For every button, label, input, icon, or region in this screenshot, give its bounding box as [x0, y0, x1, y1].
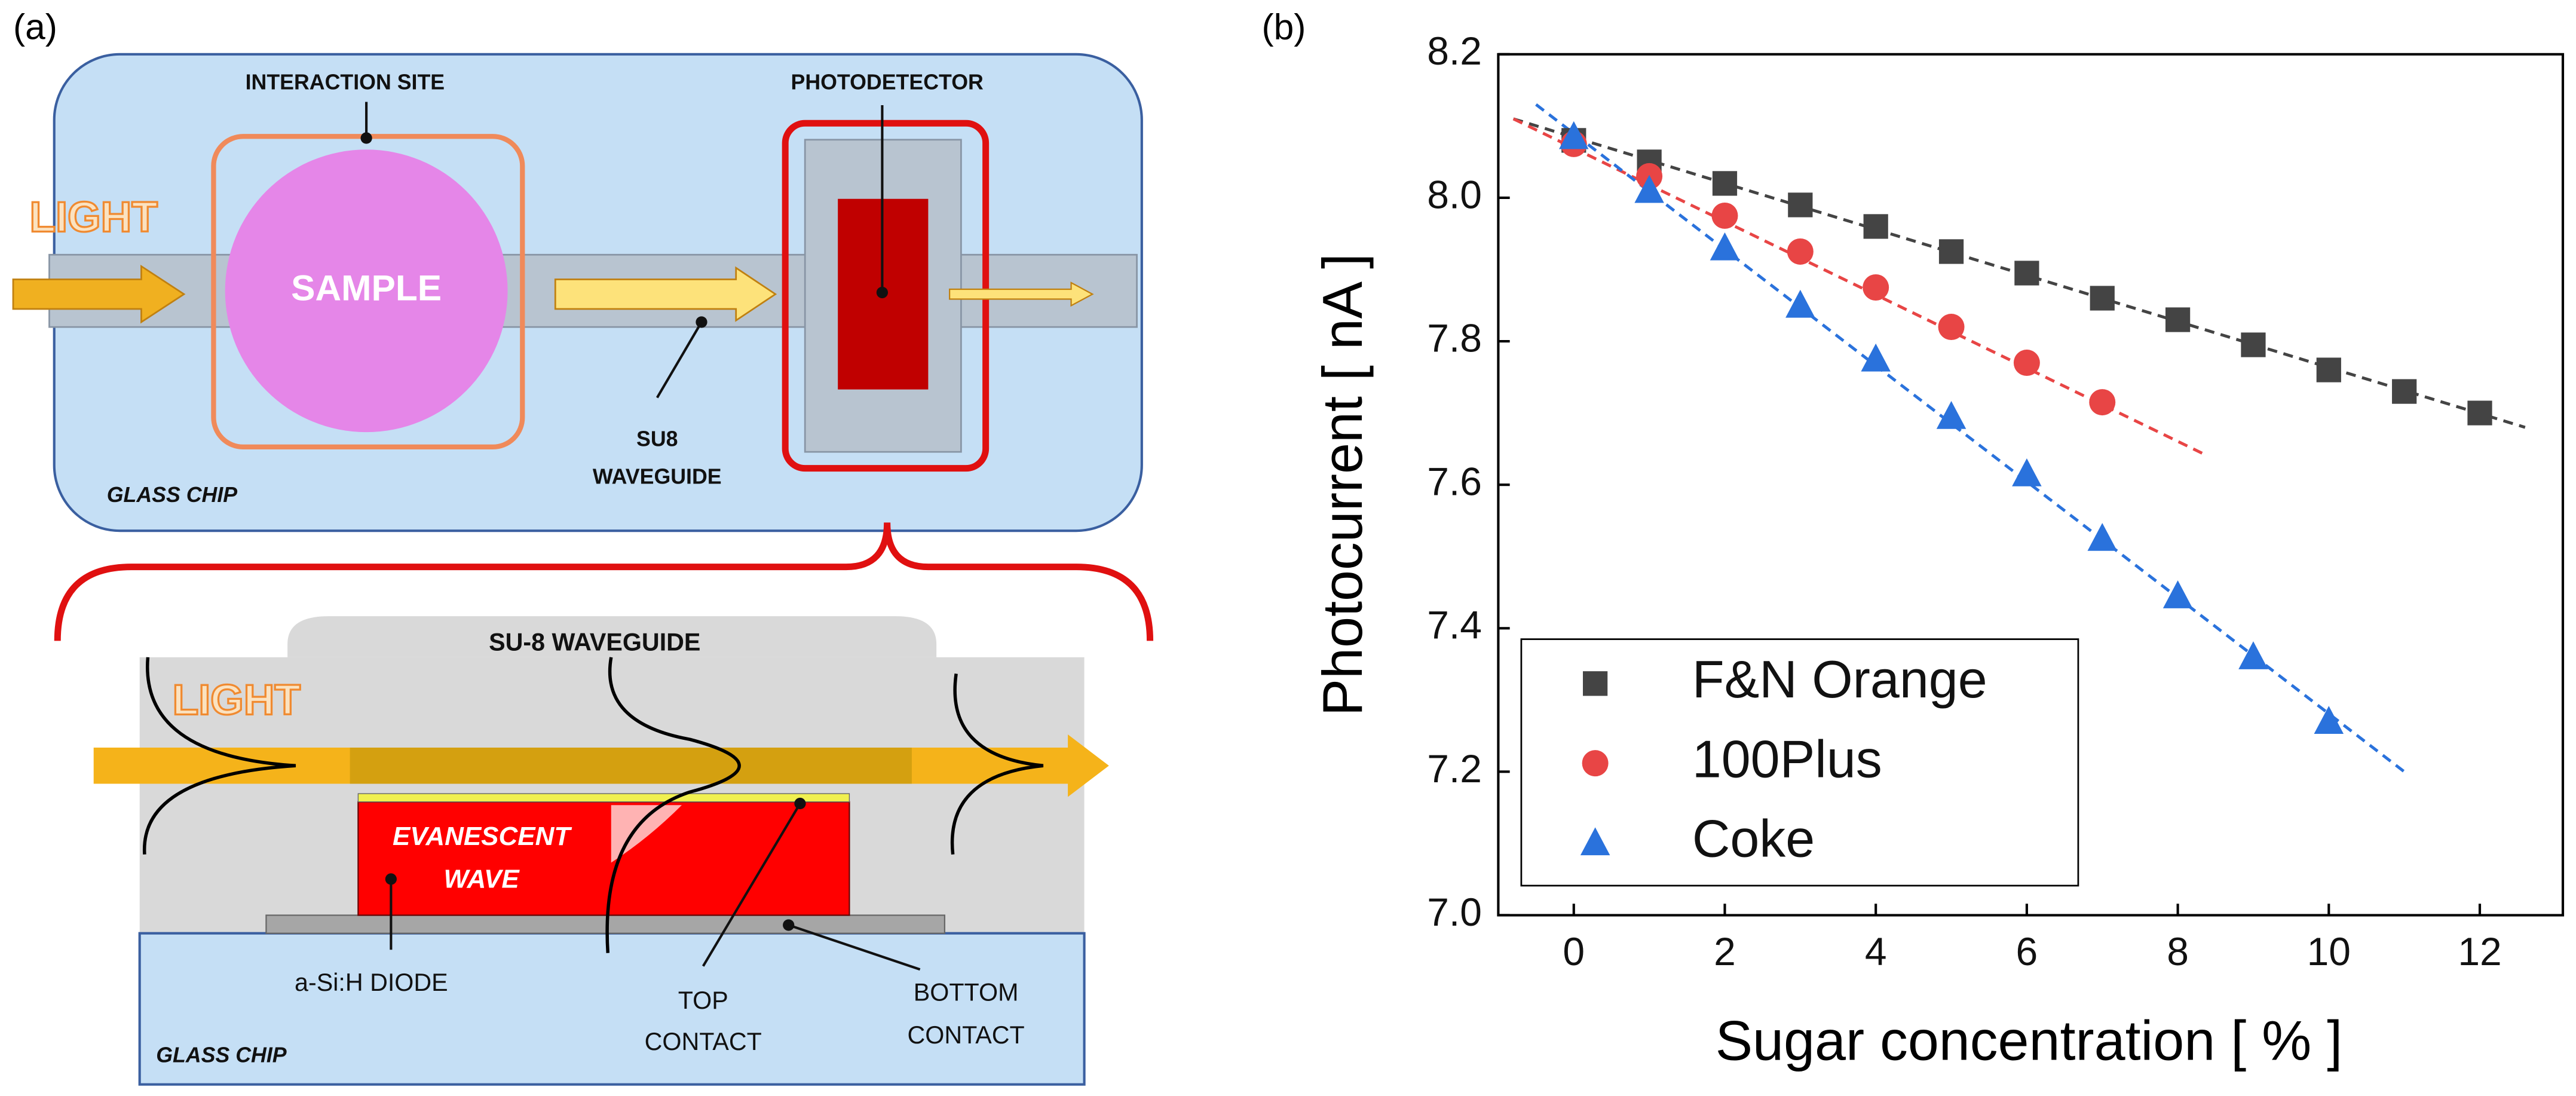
pointer [788, 924, 921, 971]
mode-profile [143, 657, 296, 855]
waveguide-bump [287, 616, 937, 657]
point [2014, 261, 2039, 286]
diode [357, 801, 850, 916]
zoom-brace [54, 522, 1154, 641]
mode-profile [950, 673, 1044, 855]
panel-label: (b) [1262, 7, 1306, 47]
y-tick-label: 7.6 [1427, 460, 1482, 504]
label: GLASS CHIP [107, 483, 238, 507]
y-tick-label: 7.2 [1427, 746, 1482, 791]
point [1711, 202, 1738, 229]
point [2163, 580, 2193, 608]
x-axis-title: Sugar concentration [ % ] [1716, 1009, 2343, 1071]
x-tick-label: 2 [1714, 929, 1736, 973]
panel-b: (b) Sugar concentration [ % ] Photocurre… [1262, 7, 2565, 1071]
label: CONTACT [908, 1021, 1025, 1049]
point [2089, 389, 2116, 416]
y-tick-label: 7.4 [1427, 603, 1482, 647]
legend-label: F&N Orange [1692, 650, 1987, 709]
label: SU-8 WAVEGUIDE [489, 629, 700, 656]
point [2392, 379, 2417, 404]
x-tick-label: 8 [2167, 929, 2189, 973]
light-arrow [949, 281, 1094, 307]
label: WAVE [443, 864, 520, 893]
light-arrow [554, 266, 777, 322]
glass-chip [138, 932, 1086, 1086]
panel-a: (a) LIGHT SAMPLE INTERACTION SITE PHOTOD… [12, 7, 1154, 1086]
label: SU8 [636, 427, 678, 451]
point [2087, 523, 2117, 551]
y-axis-title: Photocurrent [ nA ] [1311, 253, 1374, 716]
point [1712, 171, 1738, 196]
point [2241, 332, 2266, 357]
panel-label: (a) [13, 7, 57, 47]
x-tick-label: 0 [1563, 929, 1585, 973]
legend-marker [1583, 671, 1608, 696]
point [2316, 357, 2341, 382]
point [1938, 239, 1964, 264]
point [1788, 192, 1813, 218]
legend-label: 100Plus [1692, 729, 1882, 788]
label: PHOTODETECTOR [791, 71, 984, 94]
y-tick-label: 7.0 [1427, 890, 1482, 934]
point [1787, 238, 1814, 265]
light-arrow [12, 264, 186, 324]
point [1936, 400, 1967, 429]
point [2238, 641, 2268, 669]
pointer [656, 321, 703, 399]
sample [225, 149, 508, 433]
waveguide-core [350, 748, 912, 784]
label: WAVEGUIDE [593, 465, 722, 489]
label: BOTTOM [914, 978, 1019, 1006]
label: GLASS CHIP [156, 1043, 287, 1067]
label: INTERACTION SITE [246, 71, 445, 94]
point [2467, 400, 2492, 425]
label: TOP [678, 987, 728, 1014]
x-tick-label: 12 [2458, 929, 2501, 973]
point [1785, 289, 1815, 318]
x-tick-label: 6 [2016, 929, 2038, 973]
point [2012, 458, 2042, 486]
legend-label: Coke [1692, 809, 1815, 868]
pointer [702, 803, 801, 967]
y-tick-label: 7.8 [1427, 316, 1482, 360]
top-contact [357, 793, 850, 803]
point [1710, 232, 1740, 261]
mode-profile [605, 657, 741, 953]
legend-box [1520, 638, 2079, 887]
label: a-Si:H DIODE [295, 969, 448, 996]
x-tick-label: 4 [1865, 929, 1887, 973]
point [2013, 350, 2040, 376]
sample-label: SAMPLE [291, 268, 442, 308]
point [1634, 174, 1664, 203]
evanescent-hatch [611, 805, 682, 863]
pointer-dot [696, 316, 707, 328]
legend-marker [1582, 750, 1609, 777]
light-label: LIGHT [173, 676, 301, 724]
light-label: LIGHT [29, 193, 157, 241]
label: EVANESCENT [393, 822, 572, 851]
point [1863, 274, 1889, 301]
legend-marker [1580, 827, 1610, 856]
point [1861, 343, 1891, 372]
point [2165, 307, 2191, 332]
label: CONTACT [645, 1028, 762, 1055]
y-tick-label: 8.2 [1427, 29, 1482, 73]
point [2314, 706, 2344, 734]
point [1938, 314, 1965, 341]
point [2090, 286, 2115, 311]
bottom-contact [265, 914, 945, 934]
y-tick-label: 8.0 [1427, 172, 1482, 216]
x-tick-label: 10 [2307, 929, 2351, 973]
point [1559, 121, 1589, 149]
point [1863, 214, 1888, 239]
